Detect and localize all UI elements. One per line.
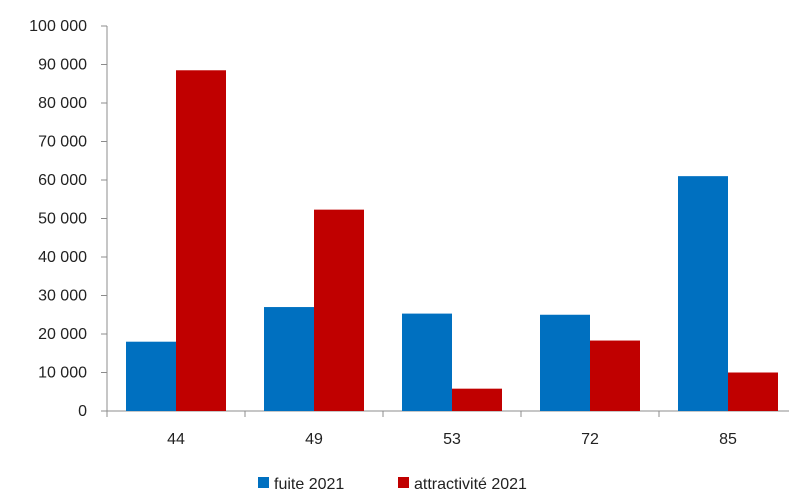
bars: [126, 70, 778, 412]
y-tick-label: 30 000: [38, 288, 87, 305]
y-tick-label: 90 000: [38, 57, 87, 74]
x-tick-label: 72: [581, 431, 599, 448]
legend-swatch: [398, 477, 409, 488]
y-tick-label: 20 000: [38, 326, 87, 343]
y-tick-label: 50 000: [38, 211, 87, 228]
bar-fuite-85: [678, 176, 728, 411]
y-tick-label: 80 000: [38, 95, 87, 112]
bar-attractivite-49: [314, 209, 364, 411]
bar-attractivite-44: [176, 70, 226, 412]
legend-label: fuite 2021: [274, 476, 344, 493]
y-tick-label: 60 000: [38, 172, 87, 189]
x-tick-label: 53: [443, 431, 461, 448]
bar-fuite-49: [264, 307, 314, 411]
legend-swatch: [258, 477, 269, 488]
y-tick-label: 0: [78, 403, 87, 420]
y-tick-label: 100 000: [29, 18, 87, 35]
y-tick-label: 10 000: [38, 365, 87, 382]
legend: fuite 2021 attractivité 2021: [258, 476, 527, 493]
y-tick-label: 40 000: [38, 249, 87, 266]
bar-attractivite-72: [590, 340, 640, 411]
bar-fuite-72: [540, 314, 590, 411]
x-tick-label: 44: [167, 431, 185, 448]
legend-label: attractivité 2021: [414, 476, 527, 493]
bar-attractivite-85: [728, 372, 778, 411]
bar-attractivite-53: [452, 388, 502, 411]
x-axis: 44 49 53 72 85: [106, 410, 789, 448]
bar-fuite-53: [402, 313, 452, 411]
bar-fuite-44: [126, 341, 176, 411]
y-axis: 0 10 000 20 000 30 000 40 000 50 000 60 000 70 …: [29, 18, 108, 420]
y-tick-label: 70 000: [38, 134, 87, 151]
x-tick-label: 49: [305, 431, 323, 448]
x-tick-label: 85: [719, 431, 737, 448]
